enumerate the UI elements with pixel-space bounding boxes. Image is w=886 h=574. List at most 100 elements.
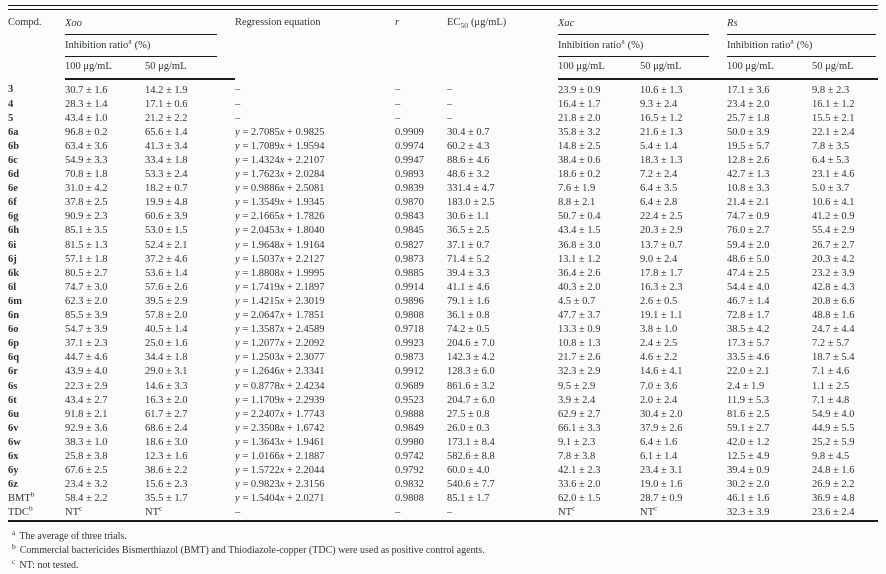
cell-ec50: 26.0 ± 0.3: [447, 422, 490, 434]
cell-ec50: 861.6 ± 3.2: [447, 380, 495, 392]
cell-xac100: 7.6 ± 1.9: [558, 183, 596, 195]
table-row: 6w 38.3 ± 1.0 18.6 ± 3.0 y = 1.3643x + 1.94…: [8, 435, 878, 449]
cell-r: 0.9923: [395, 338, 424, 350]
table-row: 4 28.3 ± 1.4 17.1 ± 0.6 – – – 16.4 ± 1.7 9.3 ± …: [8, 97, 878, 111]
cell-rs100: 19.5 ± 5.7: [727, 140, 770, 152]
cell-r: 0.9808: [395, 310, 424, 322]
cell-r: 0.9896: [395, 295, 424, 307]
cell-ec50: –: [447, 84, 453, 96]
cell-rs100: 76.0 ± 2.7: [727, 225, 770, 237]
cell-compd: 6g: [8, 211, 19, 223]
cell-xac50: 13.7 ± 0.7: [640, 239, 683, 251]
cell-ec50: –: [447, 112, 453, 124]
header-group-xac: Xac: [558, 12, 727, 35]
cell-xac100: 9.1 ± 2.3: [558, 436, 596, 448]
cell-xac50: 7.0 ± 3.6: [640, 380, 678, 392]
table-row: 6v 92.9 ± 3.6 68.6 ± 2.4 y = 2.3508x + 1.67…: [8, 421, 878, 435]
cell-xoo100: 74.7 ± 3.0: [65, 281, 108, 293]
cell-eq: y = 1.5037x + 2.2127: [235, 253, 325, 265]
cell-xac50: 19.1 ± 1.1: [640, 310, 683, 322]
header-rs-label: Rs: [727, 18, 738, 29]
header-xoo-label: Xoo: [65, 18, 82, 29]
cell-xac50: 5.4 ± 1.4: [640, 140, 678, 152]
cell-rs100: 46.7 ± 1.4: [727, 295, 770, 307]
cell-compd: 6i: [8, 239, 17, 251]
cell-r: 0.9870: [395, 197, 424, 209]
cell-r: –: [395, 98, 401, 110]
cell-rs50: 16.1 ± 1.2: [812, 98, 855, 110]
cell-compd: 6j: [8, 253, 17, 265]
cell-xac50: 2.6 ± 0.5: [640, 295, 678, 307]
cell-ec50: 30.6 ± 1.1: [447, 211, 490, 223]
cell-xac50: 9.3 ± 2.4: [640, 98, 678, 110]
header-regression-label: Regression equation: [235, 17, 321, 28]
table-row: 6u 91.8 ± 2.1 61.7 ± 2.7 y = 2.2407x + 1.77…: [8, 407, 878, 421]
cell-compd: 6v: [8, 422, 19, 434]
cell-xoo50: 57.6 ± 2.6: [145, 281, 188, 293]
table-row: 6t 43.4 ± 2.7 16.3 ± 2.0 y = 1.1709x + 2.29…: [8, 393, 878, 407]
cell-compd: 3: [8, 84, 14, 96]
footnote-c-marker: c: [12, 556, 16, 566]
cell-r: –: [395, 112, 401, 124]
cell-compd: 6e: [8, 183, 18, 195]
cell-xoo100: 54.7 ± 3.9: [65, 324, 108, 336]
cell-eq: y = 2.2407x + 1.7743: [235, 408, 325, 420]
cell-compd: 6m: [8, 295, 22, 307]
cell-xac50: 14.6 ± 4.1: [640, 366, 683, 378]
cell-xoo50: 65.6 ± 1.4: [145, 126, 188, 138]
table-row: 5 43.4 ± 1.0 21.2 ± 2.2 – – – 21.8 ± 2.0 16.5 ±…: [8, 111, 878, 125]
header-xac-inhibition: Inhibition ratioa (%): [558, 35, 727, 57]
cell-rs100: 50.0 ± 3.9: [727, 126, 770, 138]
cell-eq: y = 1.7419x + 2.1897: [235, 281, 325, 293]
cell-eq: y = 2.1665x + 1.7826: [235, 211, 325, 223]
cell-ec50: 37.1 ± 0.7: [447, 239, 490, 251]
header-rs-100: 100 μg/mL: [727, 57, 813, 80]
cell-eq: y = 1.4215x + 2.3019: [235, 295, 325, 307]
cell-rs100: 72.8 ± 1.7: [727, 310, 770, 322]
cell-eq: y = 1.9648x + 1.9164: [235, 239, 325, 251]
cell-compd: 6p: [8, 338, 20, 350]
cell-ec50: 540.6 ± 7.7: [447, 479, 495, 491]
footnote-b: b Commercial bactericides Bismerthiazol (…: [8, 543, 878, 559]
cell-rs50: 6.4 ± 5.3: [812, 155, 850, 167]
cell-xoo50: 18.2 ± 0.7: [145, 183, 188, 195]
cell-xac100: 38.4 ± 0.6: [558, 155, 601, 167]
cell-eq: y = 1.4324x + 2.2107: [235, 155, 325, 167]
cell-xac50: 20.3 ± 2.9: [640, 225, 683, 237]
cell-ec50: 36.1 ± 0.8: [447, 310, 490, 322]
table-row: 6z 23.4 ± 3.2 15.6 ± 2.3 y = 0.9823x + 2.31…: [8, 478, 878, 492]
cell-xoo50: 61.7 ± 2.7: [145, 408, 188, 420]
cell-xoo50: 21.2 ± 2.2: [145, 112, 188, 124]
table-row: 6b 63.4 ± 3.6 41.3 ± 3.4 y = 1.7089x + 1.95…: [8, 139, 878, 153]
cell-rs50: 9.8 ± 4.5: [812, 450, 850, 462]
cell-compd: 6u: [8, 408, 20, 420]
cell-eq: y = 1.7089x + 1.9594: [235, 140, 325, 152]
table-row: 6e 31.0 ± 4.2 18.2 ± 0.7 y = 0.9886x + 2.50…: [8, 182, 878, 196]
table-top-rule: [8, 5, 878, 10]
cell-compd: 6o: [8, 324, 19, 336]
cell-eq: y = 0.9886x + 2.5081: [235, 183, 325, 195]
cell-r: 0.9839: [395, 183, 424, 195]
cell-rs50: 24.8 ± 1.6: [812, 465, 855, 477]
table-row: 6m 62.3 ± 2.0 39.5 ± 2.9 y = 1.4215x + 2.30…: [8, 294, 878, 308]
cell-xac100: 16.4 ± 1.7: [558, 98, 601, 110]
cell-xoo50: 18.6 ± 3.0: [145, 436, 188, 448]
cell-xac100: 13.3 ± 0.9: [558, 324, 601, 336]
header-r: r: [395, 12, 447, 79]
footnote-c: c NT: not tested.: [8, 556, 878, 574]
cell-rs50: 7.1 ± 4.6: [812, 366, 850, 378]
cell-eq: y = 1.3587x + 2.4589: [235, 324, 325, 336]
cell-rs50: 7.8 ± 3.5: [812, 140, 850, 152]
cell-rs100: 42.7 ± 1.3: [727, 169, 770, 181]
cell-eq: y = 1.1709x + 2.2939: [235, 394, 325, 406]
cell-xoo100: 44.7 ± 4.6: [65, 352, 108, 364]
table-body: 3 30.7 ± 1.6 14.2 ± 1.9 – – – 23.9 ± 0.9 10.6 ±…: [8, 79, 878, 520]
cell-rs50: 23.1 ± 4.6: [812, 169, 855, 181]
cell-xoo50: 57.8 ± 2.0: [145, 310, 188, 322]
cell-compd: 6y: [8, 465, 19, 477]
cell-eq: y = 2.0647x + 1.7851: [235, 310, 325, 322]
cell-xoo100: 37.8 ± 2.5: [65, 197, 108, 209]
cell-xac50: 21.6 ± 1.3: [640, 126, 683, 138]
cell-rs50: 24.7 ± 4.4: [812, 324, 855, 336]
cell-xoo50: 68.6 ± 2.4: [145, 422, 188, 434]
